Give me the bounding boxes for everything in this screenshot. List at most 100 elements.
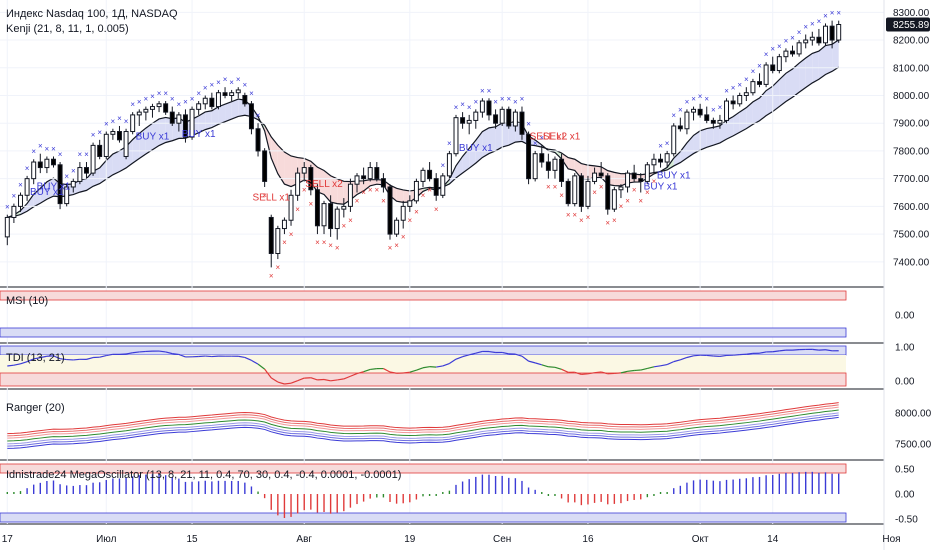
candle[interactable] bbox=[738, 95, 742, 103]
candle[interactable] bbox=[771, 65, 775, 71]
candle[interactable] bbox=[131, 115, 135, 132]
candle[interactable] bbox=[381, 179, 385, 187]
candle[interactable] bbox=[170, 112, 174, 123]
candle[interactable] bbox=[513, 112, 517, 126]
symbol-title[interactable]: Индекс Nasdaq 100, 1Д, NASDAQ bbox=[6, 8, 178, 20]
buy-signal-label[interactable]: BUY x1 bbox=[37, 182, 71, 193]
candle[interactable] bbox=[599, 173, 603, 176]
candle[interactable] bbox=[71, 181, 75, 187]
candle[interactable] bbox=[203, 98, 207, 104]
candle[interactable] bbox=[725, 101, 729, 120]
candle[interactable] bbox=[566, 181, 570, 203]
candle[interactable] bbox=[744, 93, 748, 96]
candle[interactable] bbox=[263, 151, 267, 181]
candle[interactable] bbox=[698, 109, 702, 115]
candle[interactable] bbox=[243, 95, 247, 103]
candle[interactable] bbox=[335, 209, 339, 228]
candle[interactable] bbox=[764, 65, 768, 84]
candle[interactable] bbox=[414, 181, 418, 200]
candle[interactable] bbox=[632, 173, 636, 179]
candle[interactable] bbox=[804, 40, 808, 43]
candle[interactable] bbox=[355, 176, 359, 184]
candle[interactable] bbox=[269, 217, 273, 253]
candle[interactable] bbox=[619, 187, 623, 190]
candle[interactable] bbox=[78, 168, 82, 182]
candle[interactable] bbox=[560, 159, 564, 181]
candle[interactable] bbox=[487, 101, 491, 115]
candle[interactable] bbox=[157, 104, 161, 107]
tdi-label[interactable]: TDI (13, 21) bbox=[6, 352, 65, 364]
candle[interactable] bbox=[38, 162, 42, 168]
candle[interactable] bbox=[434, 179, 438, 196]
candle[interactable] bbox=[612, 190, 616, 209]
candle[interactable] bbox=[777, 57, 781, 71]
candle[interactable] bbox=[447, 154, 451, 176]
candle[interactable] bbox=[362, 176, 366, 179]
candle[interactable] bbox=[553, 159, 557, 170]
candle[interactable] bbox=[25, 179, 29, 196]
candle[interactable] bbox=[117, 132, 121, 140]
sell-signal-label[interactable]: SELL x2 bbox=[305, 179, 343, 190]
candle[interactable] bbox=[626, 173, 630, 187]
candle[interactable] bbox=[685, 112, 689, 129]
candle[interactable] bbox=[810, 37, 814, 40]
candle[interactable] bbox=[144, 109, 148, 112]
candle[interactable] bbox=[830, 26, 834, 40]
candle[interactable] bbox=[751, 82, 755, 93]
candle[interactable] bbox=[210, 98, 214, 106]
candle[interactable] bbox=[348, 184, 352, 206]
candle[interactable] bbox=[302, 168, 306, 174]
candle[interactable] bbox=[249, 104, 253, 129]
candle[interactable] bbox=[579, 176, 583, 206]
candle[interactable] bbox=[124, 132, 128, 157]
candle[interactable] bbox=[652, 159, 656, 165]
candle[interactable] bbox=[91, 145, 95, 173]
candle[interactable] bbox=[296, 173, 300, 195]
candle[interactable] bbox=[573, 176, 577, 204]
candle[interactable] bbox=[315, 190, 319, 226]
candle[interactable] bbox=[368, 168, 372, 179]
candle[interactable] bbox=[256, 129, 260, 151]
candle[interactable] bbox=[645, 165, 649, 182]
ranger-label[interactable]: Ranger (20) bbox=[6, 402, 65, 414]
candle[interactable] bbox=[540, 154, 544, 162]
candle[interactable] bbox=[104, 134, 108, 156]
candle[interactable] bbox=[282, 220, 286, 228]
buy-signal-label[interactable]: BUY x1 bbox=[459, 143, 493, 154]
candle[interactable] bbox=[177, 115, 181, 123]
candle[interactable] bbox=[791, 51, 795, 54]
candle[interactable] bbox=[639, 179, 643, 182]
candle[interactable] bbox=[467, 120, 471, 123]
candle[interactable] bbox=[401, 206, 405, 220]
candle[interactable] bbox=[98, 145, 102, 156]
candle[interactable] bbox=[659, 159, 663, 162]
sell-signal-label[interactable]: SELL x1 bbox=[543, 132, 581, 143]
candle[interactable] bbox=[5, 217, 9, 236]
candle[interactable] bbox=[12, 206, 16, 217]
candle[interactable] bbox=[111, 132, 115, 135]
candle[interactable] bbox=[731, 101, 735, 104]
buy-signal-label[interactable]: BUY x1 bbox=[182, 129, 216, 140]
candle[interactable] bbox=[375, 168, 379, 179]
mega-oscillator-label[interactable]: Idnistrade24 MegaOscillator (13, 8, 21, … bbox=[6, 469, 401, 481]
candle[interactable] bbox=[150, 107, 154, 110]
candle[interactable] bbox=[480, 101, 484, 112]
buy-signal-label[interactable]: BUY x1 bbox=[644, 182, 678, 193]
candle[interactable] bbox=[276, 229, 280, 254]
candle[interactable] bbox=[461, 118, 465, 124]
candle[interactable] bbox=[223, 93, 227, 96]
candle[interactable] bbox=[678, 126, 682, 129]
candle[interactable] bbox=[507, 109, 511, 126]
candle[interactable] bbox=[230, 93, 234, 96]
candle[interactable] bbox=[593, 173, 597, 181]
candle[interactable] bbox=[705, 115, 709, 121]
candle[interactable] bbox=[500, 109, 504, 123]
candle[interactable] bbox=[520, 112, 524, 134]
candle[interactable] bbox=[672, 126, 676, 154]
candle[interactable] bbox=[711, 120, 715, 123]
sell-signal-label[interactable]: SELL x1 bbox=[253, 193, 291, 204]
candle[interactable] bbox=[665, 154, 669, 162]
candle[interactable] bbox=[342, 206, 346, 209]
